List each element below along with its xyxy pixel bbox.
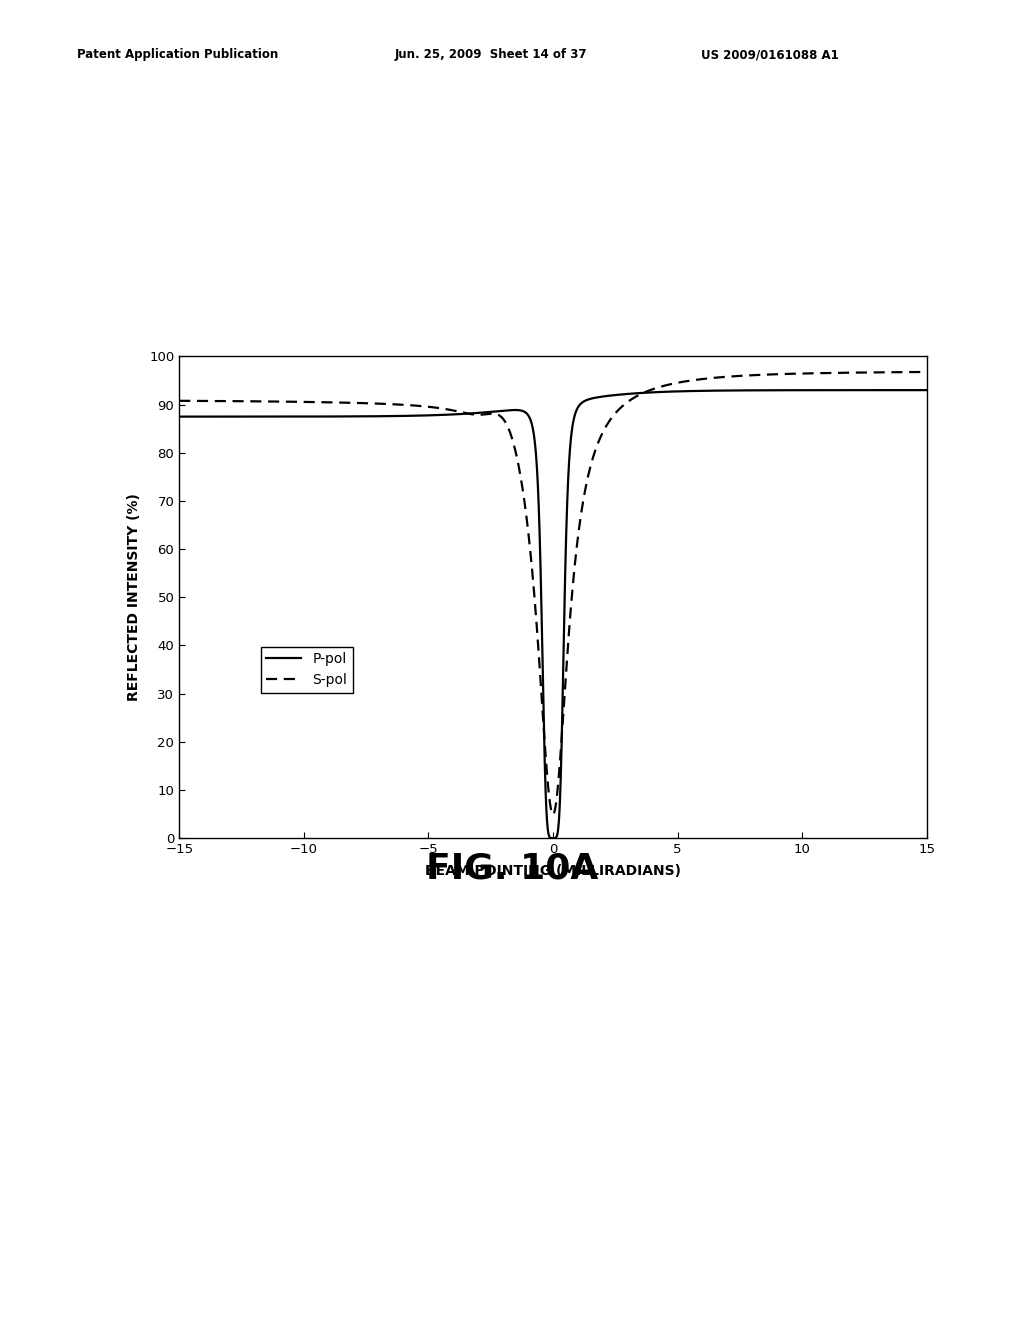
Text: Patent Application Publication: Patent Application Publication	[77, 49, 279, 61]
P-pol	[659, 384, 672, 400]
Text: Jun. 25, 2009  Sheet 14 of 37: Jun. 25, 2009 Sheet 14 of 37	[394, 49, 587, 61]
S-pol	[547, 807, 559, 822]
Text: US 2009/0161088 A1: US 2009/0161088 A1	[701, 49, 840, 61]
S-pol	[309, 395, 322, 411]
P-pol	[459, 405, 471, 421]
P-pol	[921, 383, 933, 399]
Y-axis label: REFLECTED INTENSITY (%): REFLECTED INTENSITY (%)	[127, 494, 140, 701]
Line: P-pol: P-pol	[179, 391, 927, 838]
S-pol	[659, 378, 672, 393]
P-pol	[787, 383, 800, 399]
P-pol	[731, 383, 743, 399]
P-pol	[309, 409, 322, 425]
P-pol	[173, 409, 185, 425]
P-pol	[622, 385, 634, 401]
S-pol	[787, 366, 800, 381]
S-pol	[731, 368, 743, 384]
Legend: P-pol, S-pol: P-pol, S-pol	[261, 647, 352, 693]
S-pol	[921, 364, 933, 380]
S-pol	[459, 405, 471, 421]
S-pol	[173, 393, 185, 409]
X-axis label: BEAM POINTING (MILLIRADIANS): BEAM POINTING (MILLIRADIANS)	[425, 865, 681, 878]
S-pol	[622, 393, 634, 409]
Text: FIG. 10A: FIG. 10A	[426, 851, 598, 886]
P-pol	[547, 830, 559, 846]
Line: S-pol: S-pol	[179, 372, 927, 814]
